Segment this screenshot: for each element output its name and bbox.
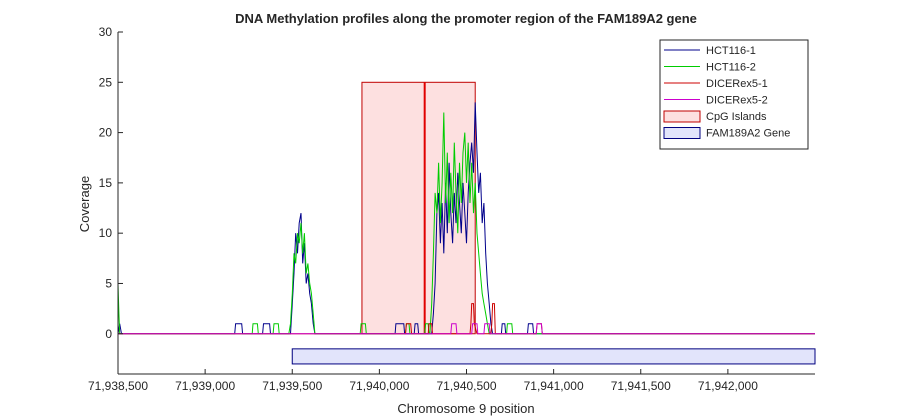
plot-area: 0 5 10 15 20 25 30 71,938,500 71,939,000 71,939,5… (88, 25, 816, 393)
x-tick-label: 71,941,500 (611, 379, 671, 393)
region-gene-bar (291, 348, 816, 365)
x-tick-label: 71,940,000 (349, 379, 409, 393)
y-tick-label: 25 (99, 75, 113, 89)
legend-label: FAM189A2 Gene (706, 128, 790, 140)
legend-label: CpG Islands (706, 111, 767, 123)
x-axis-label: Chromosome 9 position (397, 401, 534, 416)
legend: HCT116-1 HCT116-2 DICERex5-1 DICERex5-2 CpG … (659, 39, 809, 150)
x-tick-label: 71,939,000 (175, 379, 235, 393)
x-tick-label: 71,941,000 (524, 379, 584, 393)
legend-swatch (663, 127, 701, 139)
series-line-dicerex5-2 (118, 323, 815, 335)
y-axis-label: Coverage (77, 176, 92, 232)
legend-label: DICERex5-2 (706, 95, 768, 107)
y-tick-label: 20 (99, 126, 113, 140)
series-line-hct116-1 (117, 102, 815, 335)
legend-swatch (663, 110, 701, 123)
x-tick-label: 71,938,500 (88, 379, 148, 393)
legend-label: HCT116-2 (706, 62, 756, 74)
x-tick-label: 71,942,000 (698, 379, 758, 393)
legend-label: DICERex5-1 (706, 78, 768, 90)
y-tick-label: 15 (99, 176, 113, 190)
legend-label: HCT116-1 (706, 45, 756, 57)
x-tick-label: 71,940,500 (436, 379, 496, 393)
y-tick-label: 30 (99, 25, 113, 39)
y-tick-label: 0 (105, 327, 112, 341)
x-tick-label: 71,939,500 (262, 379, 322, 393)
y-tick-label: 10 (99, 226, 113, 240)
y-tick-label: 5 (105, 276, 112, 290)
chart-title: DNA Methylation profiles along the promo… (235, 11, 697, 26)
